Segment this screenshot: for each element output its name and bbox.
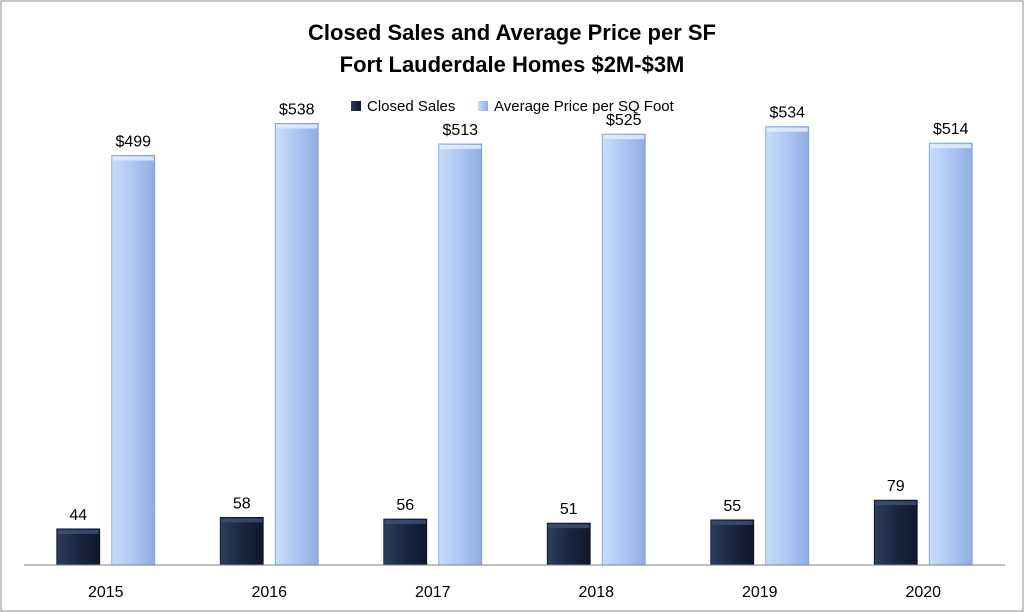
data-label-avg-price-2018: $525 (606, 112, 642, 129)
data-label-closed-sales-2019: 55 (723, 498, 741, 515)
bar-avg-price-2018 (601, 133, 646, 566)
x-axis-ticks: 2015 2016 2017 2018 2019 2020 (88, 584, 941, 601)
data-label-closed-sales-2016: 58 (233, 495, 251, 512)
legend-swatch-closed-sales (351, 101, 361, 111)
x-tick-label-2019: 2019 (742, 584, 778, 601)
data-label-avg-price-2017: $513 (442, 122, 478, 139)
bar-avg-price-2015 (111, 155, 156, 566)
data-label-closed-sales-2020: 79 (887, 478, 905, 495)
x-tick-label-2017: 2017 (415, 584, 451, 601)
data-label-avg-price-2016: $538 (279, 101, 315, 118)
chart-title: Closed Sales and Average Price per SF (308, 20, 716, 45)
data-label-avg-price-2020: $514 (933, 121, 969, 138)
bar-cap-closed-sales-2017 (384, 520, 426, 525)
bar-cap-closed-sales-2016 (221, 518, 263, 523)
bar-cap-avg-price-2015 (112, 156, 154, 161)
bar-avg-price-2016 (274, 123, 319, 566)
bar-cap-avg-price-2016 (276, 124, 318, 129)
legend-label-avg-price: Average Price per SQ Foot (494, 98, 675, 115)
bar-closed-sales-2019 (710, 519, 755, 566)
bar-cap-closed-sales-2018 (548, 524, 590, 529)
x-tick-label-2020: 2020 (905, 584, 941, 601)
data-label-avg-price-2019: $534 (769, 105, 805, 122)
bar-cap-avg-price-2017 (439, 144, 481, 149)
bar-avg-price-2019 (765, 126, 810, 566)
bar-cap-closed-sales-2020 (875, 501, 917, 506)
bar-cap-closed-sales-2019 (711, 520, 753, 525)
x-tick-label-2018: 2018 (578, 584, 614, 601)
data-label-closed-sales-2018: 51 (560, 501, 578, 518)
bar-closed-sales-2015 (56, 528, 101, 566)
bar-closed-sales-2018 (546, 522, 591, 566)
data-label-closed-sales-2017: 56 (396, 497, 414, 514)
bar-closed-sales-2016 (219, 516, 264, 566)
legend-label-closed-sales: Closed Sales (367, 98, 455, 115)
legend-swatch-avg-price (478, 101, 488, 111)
x-tick-label-2015: 2015 (88, 584, 124, 601)
bar-avg-price-2020 (928, 142, 973, 566)
bar-closed-sales-2020 (873, 499, 918, 566)
bar-cap-avg-price-2018 (603, 135, 645, 140)
data-labels-layer: 44 $499 58 $538 56 $513 51 $525 55 $534 79 $514 (69, 101, 968, 523)
bar-cap-closed-sales-2015 (57, 529, 99, 534)
bar-cap-avg-price-2019 (766, 127, 808, 132)
bars-layer (56, 123, 973, 566)
bar-closed-sales-2017 (383, 518, 428, 566)
x-tick-label-2016: 2016 (251, 584, 287, 601)
bar-cap-avg-price-2020 (930, 144, 972, 149)
legend: Closed Sales Average Price per SQ Foot (351, 98, 675, 115)
chart-subtitle: Fort Lauderdale Homes $2M-$3M (340, 52, 685, 77)
data-label-closed-sales-2015: 44 (69, 507, 87, 524)
data-label-avg-price-2015: $499 (115, 133, 151, 150)
bar-avg-price-2017 (438, 143, 483, 566)
